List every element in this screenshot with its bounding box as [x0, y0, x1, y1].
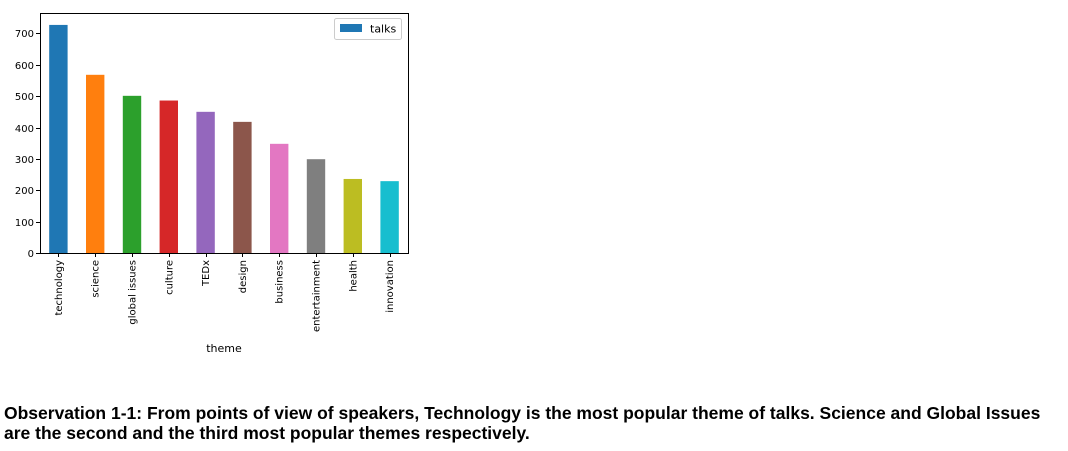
- y-tick-label-300: 300: [15, 155, 34, 166]
- observation-text: Observation 1-1: From points of view of …: [4, 403, 1041, 443]
- legend-box: [334, 18, 402, 40]
- bar-tedx: [196, 111, 215, 253]
- x-tick-label-design: design: [238, 260, 249, 293]
- chart-canvas: 0 100 200 300 400 500 600 700 technology science…: [15, 13, 409, 355]
- x-tick-label-business: business: [275, 260, 286, 304]
- bar-chart: 0 100 200 300 400 500 600 700 technology science…: [0, 0, 440, 370]
- x-tick-label-health: health: [348, 260, 359, 292]
- x-tick-label-innovation: innovation: [385, 260, 396, 313]
- y-tick-label-100: 100: [15, 218, 34, 229]
- x-tick-label-culture: culture: [164, 260, 175, 295]
- y-tick-label-400: 400: [15, 124, 34, 135]
- x-tick-label-tedx: TEDx: [201, 260, 212, 287]
- x-axis-label: theme: [206, 342, 242, 355]
- bars-group: [49, 24, 399, 253]
- bar-global-issues: [122, 95, 142, 253]
- plot-frame: [40, 13, 409, 254]
- bar-technology: [49, 24, 68, 253]
- y-tick-label-500: 500: [15, 92, 34, 103]
- bar-culture: [159, 100, 178, 253]
- legend-label-talks: talks: [370, 23, 396, 36]
- y-tick-label-200: 200: [15, 186, 34, 197]
- y-tick-label-700: 700: [15, 29, 34, 40]
- bar-science: [86, 74, 105, 253]
- legend-swatch-talks: [340, 24, 362, 32]
- y-axis: 0 100 200 300 400 500 600 700: [15, 29, 40, 260]
- x-tick-label-science: science: [91, 260, 102, 298]
- y-tick-label-600: 600: [15, 61, 34, 72]
- bar-entertainment: [306, 159, 326, 253]
- x-axis: technology science global issues culture TED…: [54, 253, 396, 332]
- bar-innovation: [380, 181, 399, 253]
- bar-health: [343, 178, 362, 253]
- x-tick-label-entertainment: entertainment: [312, 260, 323, 332]
- y-tick-label-0: 0: [28, 249, 34, 260]
- bar-design: [233, 121, 252, 253]
- bar-business: [270, 143, 289, 253]
- legend: talks: [334, 18, 402, 40]
- x-tick-label-global-issues: global issues: [128, 260, 139, 325]
- x-tick-label-technology: technology: [54, 260, 65, 316]
